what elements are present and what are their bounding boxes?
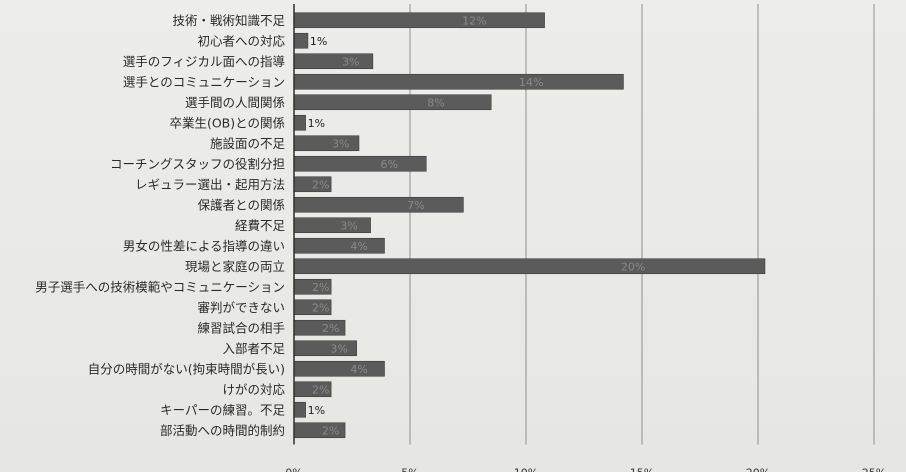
data-label: 2% — [312, 301, 329, 314]
category-label: 入部者不足 — [222, 341, 285, 356]
category-labels: 技術・戦術知識不足初心者への対応選手のフィジカル面への指導選手とのコミュニケーシ… — [35, 13, 285, 438]
data-label: 2% — [322, 322, 339, 335]
category-label: 保護者との関係 — [198, 197, 285, 212]
category-label: キーパーの練習。不足 — [160, 402, 285, 417]
data-label: 2% — [312, 281, 329, 294]
category-label: 部活動への時間的制約 — [160, 423, 285, 438]
category-label: 卒業生(OB)との関係 — [169, 115, 285, 130]
category-label: 選手間の人間関係 — [185, 95, 285, 110]
bar — [293, 237, 385, 254]
x-tick-label: 0% — [285, 467, 302, 472]
data-label: 2% — [312, 178, 329, 191]
data-label: 3% — [332, 137, 349, 150]
category-label: 経費不足 — [235, 218, 286, 233]
data-label: 3% — [340, 219, 357, 232]
data-label: 1% — [308, 117, 325, 130]
data-label: 7% — [407, 199, 424, 212]
bar — [293, 360, 385, 377]
bar — [293, 73, 624, 90]
data-label: 12% — [462, 14, 486, 27]
category-label: 審判ができない — [197, 300, 285, 315]
data-label: 14% — [519, 76, 543, 89]
data-label: 1% — [310, 35, 327, 48]
category-label: レギュラー選出・起用方法 — [135, 177, 285, 192]
x-tick-label: 10% — [514, 467, 538, 472]
category-label: 選手とのコミュニケーション — [123, 74, 285, 89]
data-label: 3% — [342, 55, 359, 68]
gridlines — [409, 4, 875, 445]
category-label: 施設面の不足 — [210, 136, 286, 151]
data-label: 20% — [621, 260, 645, 273]
bar — [293, 258, 766, 275]
category-label: 初心者への対応 — [197, 33, 285, 48]
category-label: 練習試合の相手 — [197, 320, 285, 335]
category-label: 自分の時間がない(拘束時間が長い) — [88, 361, 285, 376]
bar — [293, 155, 427, 172]
data-label: 2% — [312, 383, 329, 396]
x-tick-labels: 0% 5% 10% 15% 20% 25% — [285, 467, 886, 472]
bars — [293, 12, 766, 439]
data-label: 6% — [380, 158, 397, 171]
category-label: コーチングスタッフの役割分担 — [110, 156, 285, 171]
data-label: 4% — [350, 363, 367, 376]
x-tick-label: 5% — [401, 467, 418, 472]
bar — [293, 114, 306, 131]
data-label: 3% — [330, 342, 347, 355]
category-label: 男子選手への技術模範やコミュニケーション — [35, 279, 285, 294]
bar — [293, 401, 306, 418]
category-label: 現場と家庭の両立 — [185, 259, 285, 274]
bar — [293, 12, 545, 29]
data-label: 1% — [308, 404, 325, 417]
data-labels: 12%1%3%14%8%1%3%6%2%7%3%4%20%2%2%2%3%4%2… — [308, 14, 646, 437]
x-tick-label: 15% — [630, 467, 654, 472]
bar — [293, 53, 374, 70]
x-tick-label: 20% — [746, 467, 770, 472]
bar — [293, 217, 371, 234]
category-label: 選手のフィジカル面への指導 — [123, 54, 285, 69]
category-label: けがの対応 — [222, 382, 285, 397]
x-tick-label: 25% — [862, 467, 886, 472]
bar — [293, 32, 309, 49]
category-label: 男女の性差による指導の違い — [123, 238, 285, 253]
data-label: 2% — [322, 424, 339, 437]
data-label: 8% — [427, 96, 444, 109]
bar — [293, 94, 492, 111]
category-label: 技術・戦術知識不足 — [172, 13, 285, 28]
data-label: 4% — [350, 240, 367, 253]
bar — [293, 196, 464, 213]
